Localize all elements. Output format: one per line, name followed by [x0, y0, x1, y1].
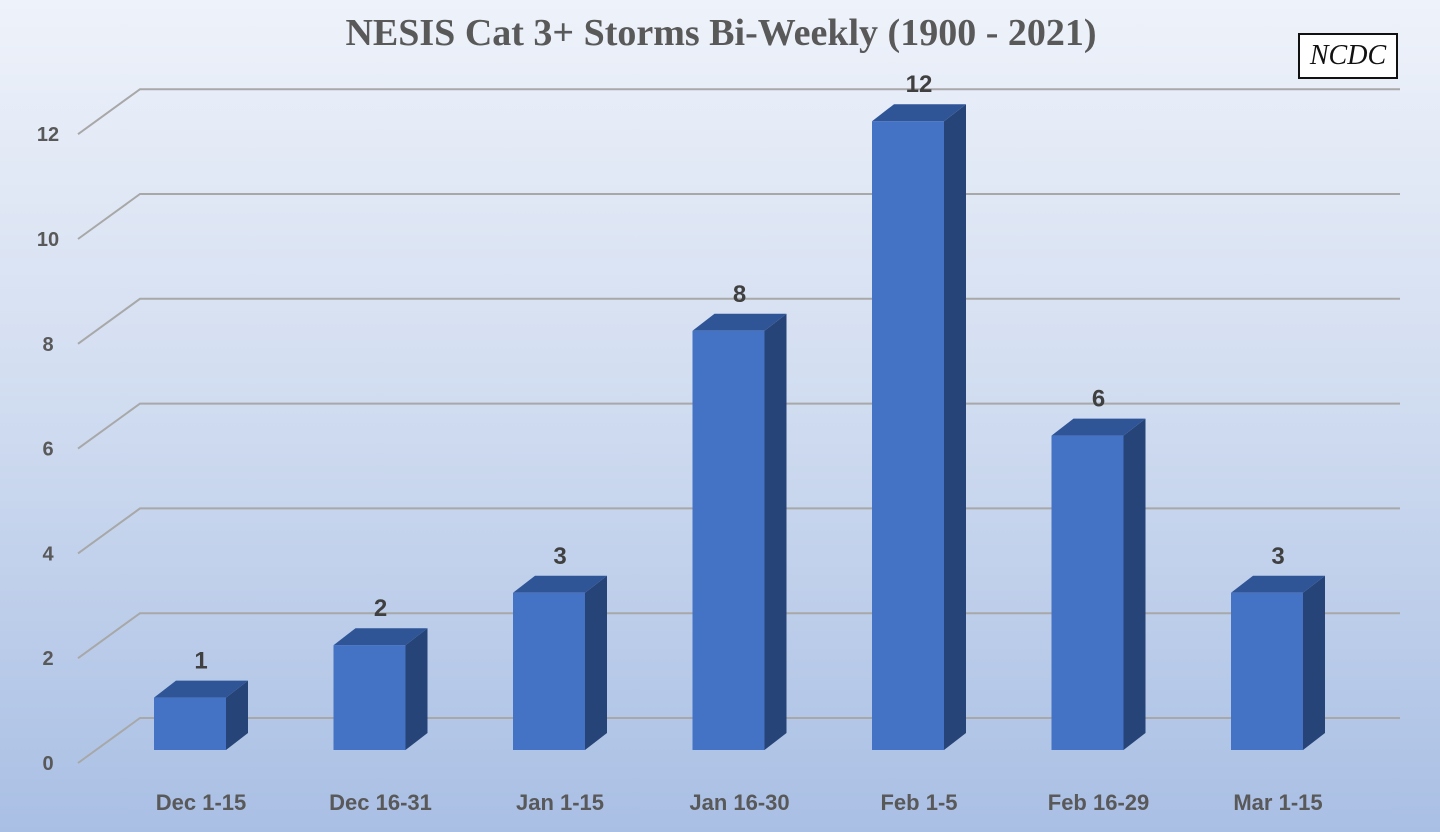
bar-top [1231, 575, 1325, 593]
bar-side [944, 104, 966, 750]
bar-top [513, 575, 607, 593]
gridline [77, 297, 1400, 345]
bar-top [333, 628, 428, 646]
y-axis-ticks: 0 2 4 6 8 10 12 [37, 124, 59, 775]
y-tick-label: 2 [42, 648, 53, 670]
y-tick-label: 0 [42, 753, 53, 775]
bar-front [513, 592, 585, 750]
data-label: 1 [194, 648, 207, 675]
bar-front [154, 697, 226, 750]
bar-front [333, 645, 406, 750]
data-label: 12 [906, 71, 933, 98]
bar-front [692, 330, 765, 750]
bar-side [585, 575, 607, 750]
bar [1231, 575, 1325, 750]
bar-front [872, 121, 944, 750]
data-label: 6 [1092, 386, 1105, 413]
data-label: 2 [374, 595, 387, 622]
x-tick-label: Jan 16-30 [689, 790, 789, 815]
y-tick-label: 4 [42, 543, 54, 565]
chart-title: NESIS Cat 3+ Storms Bi-Weekly (1900 - 20… [345, 12, 1096, 54]
bar-top [872, 104, 966, 122]
bar [692, 313, 787, 750]
bar-top [1051, 418, 1146, 436]
bar [872, 104, 966, 750]
y-tick-label: 6 [42, 439, 53, 461]
bar-front [1051, 435, 1124, 750]
gridline [77, 402, 1400, 450]
data-label: 3 [553, 543, 566, 570]
bar [513, 575, 607, 750]
bar-side [764, 313, 787, 750]
bar-side [405, 628, 428, 750]
source-label: NCDC [1298, 33, 1398, 79]
bar-side [1303, 575, 1325, 750]
bar [1051, 418, 1146, 750]
bar-top [692, 313, 787, 331]
bar-side [1123, 418, 1146, 750]
x-tick-label: Mar 1-15 [1233, 790, 1322, 815]
bar-front [1231, 592, 1303, 750]
bar [154, 680, 248, 750]
bar-side [226, 680, 248, 750]
x-tick-label: Dec 1-15 [156, 790, 247, 815]
x-tick-label: Feb 16-29 [1048, 790, 1150, 815]
x-tick-label: Feb 1-5 [880, 790, 957, 815]
data-label: 8 [733, 281, 746, 308]
x-axis-labels: Dec 1-15 Dec 16-31 Jan 1-15 Jan 16-30 Feb 1-… [156, 790, 1323, 815]
gridline [77, 717, 1400, 764]
y-tick-label: 12 [37, 124, 59, 146]
grid-group [77, 88, 1400, 764]
gridline [77, 88, 1400, 136]
gridline [77, 507, 1400, 555]
y-tick-label: 10 [37, 229, 59, 251]
bar-top [154, 680, 248, 698]
x-tick-label: Dec 16-31 [329, 790, 432, 815]
data-label: 3 [1271, 543, 1284, 570]
x-tick-label: Jan 1-15 [516, 790, 604, 815]
y-tick-label: 8 [42, 334, 53, 356]
gridline [77, 193, 1400, 240]
gridline [77, 612, 1400, 660]
bar [333, 628, 428, 750]
